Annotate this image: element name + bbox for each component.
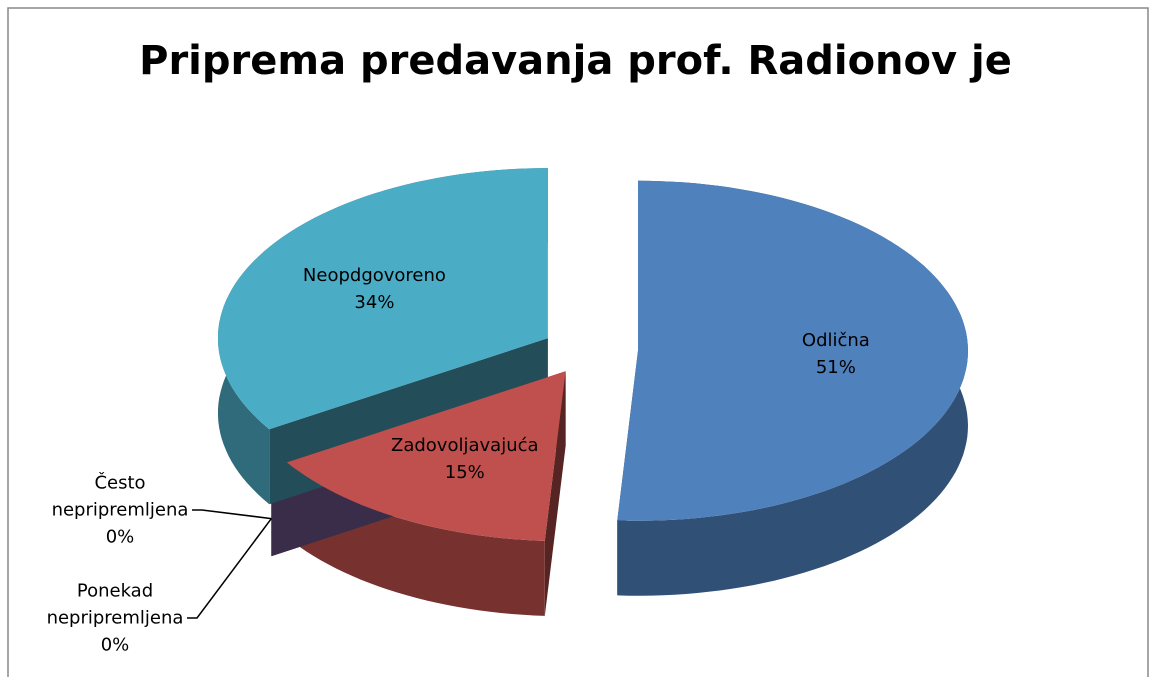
data-label-category: Često nepripremljena bbox=[51, 472, 189, 521]
slice bbox=[218, 168, 548, 430]
data-label-category: Ponekad nepripremljena bbox=[46, 580, 184, 629]
data-label-value: 0% bbox=[105, 526, 135, 548]
data-label: Neopdgovoreno 34% bbox=[303, 262, 446, 316]
data-label-value: 0% bbox=[100, 634, 130, 656]
data-label: Često nepripremljena 0% bbox=[45, 470, 195, 551]
leader-line bbox=[187, 518, 272, 619]
slice bbox=[286, 371, 566, 541]
data-label-category: Zadovoljavajuća bbox=[391, 435, 539, 457]
slice bbox=[617, 180, 968, 521]
chart-title: Priprema predavanja prof. Radionov je bbox=[139, 38, 1012, 84]
chart-border bbox=[7, 7, 1149, 677]
data-label-category: Neopdgovoreno bbox=[302, 264, 446, 286]
data-label-value: 51% bbox=[815, 356, 856, 378]
data-label: Zadovoljavajuća 15% bbox=[391, 432, 539, 486]
leader-line bbox=[192, 509, 272, 520]
data-label-value: 34% bbox=[354, 291, 395, 313]
data-label: Odlična 51% bbox=[802, 327, 870, 381]
data-label-value: 15% bbox=[444, 462, 485, 484]
data-label: Ponekad nepripremljena 0% bbox=[40, 578, 190, 659]
data-label-category: Odlična bbox=[801, 329, 870, 351]
